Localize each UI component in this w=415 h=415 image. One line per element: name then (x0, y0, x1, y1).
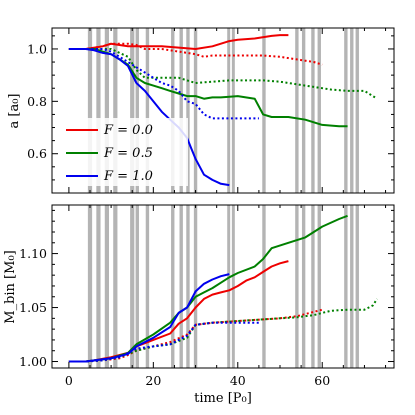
y-tick-label: 1.05 (19, 300, 47, 315)
legend-label-f05: F = 0.5 (103, 146, 153, 161)
shaded-band (130, 205, 135, 368)
top-series-f05-dotted (68, 48, 378, 100)
shaded-band (186, 28, 190, 193)
shaded-band (227, 205, 231, 368)
bottom-series-f05-dotted (68, 298, 378, 363)
shaded-band (135, 205, 139, 368)
bottom-axes-frame (51, 204, 395, 369)
y-tick-label: 0.6 (27, 146, 47, 161)
x-tick-label: 0 (65, 373, 73, 388)
legend: F = 0.0 F = 0.5 F = 1.0 (60, 118, 188, 186)
shaded-band (145, 28, 150, 193)
shaded-band (130, 28, 135, 193)
shaded-band (311, 205, 315, 368)
y-tick-label: 1.10 (19, 246, 47, 261)
top-series (68, 34, 378, 187)
bottom-series-f0-solid (68, 260, 289, 363)
top-shaded-bands (87, 28, 359, 193)
shaded-band (171, 28, 175, 193)
shaded-band (145, 205, 150, 368)
x-tick-label: 20 (145, 373, 161, 388)
bottom-series (68, 214, 378, 363)
y-tick-label: 1.00 (19, 354, 47, 369)
shaded-band (350, 205, 354, 368)
x-tick-label: 40 (230, 373, 246, 388)
shaded-band (344, 28, 348, 193)
shaded-band (96, 28, 101, 193)
shaded-band (350, 28, 354, 193)
shaded-band (295, 28, 299, 193)
shaded-band (295, 205, 299, 368)
shaded-band (317, 28, 321, 193)
shaded-band (344, 205, 348, 368)
panel-top-semimajor-axis: 0.6 0.8 1.0 (27, 27, 395, 194)
top-y-axis-label: a [a₀] (7, 94, 22, 129)
shaded-band (193, 28, 198, 193)
shaded-band (311, 28, 315, 193)
shaded-band (104, 28, 109, 193)
bottom-y-axis-label: M_bin [M₀] (3, 250, 18, 323)
top-axes-frame (51, 27, 395, 194)
shaded-band (355, 205, 359, 368)
y-tick-label: 1.0 (27, 41, 47, 56)
shaded-band (87, 28, 93, 193)
shaded-band (262, 205, 266, 368)
shaded-band (87, 205, 93, 368)
shaded-band (262, 28, 266, 193)
shaded-band (179, 205, 183, 368)
shaded-band (301, 205, 306, 368)
shaded-band (96, 205, 101, 368)
shaded-band (113, 205, 118, 368)
shaded-band (227, 28, 231, 193)
shaded-band (135, 28, 139, 193)
top-series-f0-solid (68, 34, 289, 50)
bottom-shaded-bands (87, 205, 359, 368)
bottom-series-f1-solid (68, 273, 230, 363)
shaded-band (193, 205, 198, 368)
top-series-f1-solid (68, 48, 230, 187)
shaded-band (179, 28, 183, 193)
shaded-band (171, 205, 175, 368)
x-tick-label: 60 (314, 373, 330, 388)
shaded-band (231, 28, 235, 193)
shaded-band (301, 28, 306, 193)
panel-bottom-binary-mass: 0 20 40 60 1.00 1.05 1.10 (19, 204, 395, 388)
x-axis-label: time [P₀] (194, 391, 252, 406)
y-tick-label: 0.8 (27, 94, 47, 109)
legend-label-f1: F = 1.0 (103, 169, 153, 184)
top-series-f1-dotted (68, 48, 259, 120)
shaded-band (317, 205, 321, 368)
shaded-band (355, 28, 359, 193)
shaded-band (231, 205, 235, 368)
bottom-series-f05-solid (68, 214, 348, 363)
shaded-band (186, 205, 190, 368)
bottom-series-f1-dotted (68, 321, 259, 363)
shaded-band (113, 28, 118, 193)
legend-label-f0: F = 0.0 (103, 123, 153, 138)
shaded-band (104, 205, 109, 368)
